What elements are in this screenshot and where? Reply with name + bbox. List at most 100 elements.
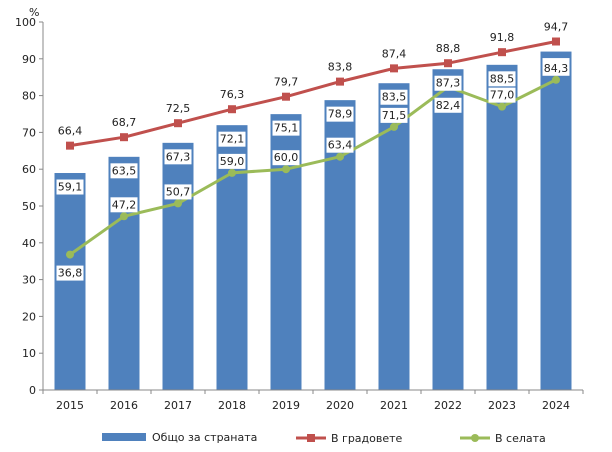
data-label: 82,4	[436, 99, 461, 112]
y-tick-label: 20	[22, 310, 36, 323]
data-label: 59,0	[220, 155, 245, 168]
y-tick-label: 90	[22, 53, 36, 66]
x-tick-label: 2017	[164, 399, 192, 412]
data-labels: 59,163,567,372,175,178,983,587,388,592,1…	[56, 21, 570, 281]
x-tick-label: 2019	[272, 399, 300, 412]
data-label: 68,7	[112, 116, 137, 129]
bar	[485, 63, 519, 391]
data-label: 71,5	[382, 109, 407, 122]
data-label: 88,8	[436, 42, 461, 55]
data-label-box	[56, 179, 84, 195]
line-point	[444, 59, 452, 68]
line-point	[282, 165, 290, 174]
bar-series	[53, 50, 573, 391]
line-point	[120, 212, 128, 221]
data-label: 78,9	[328, 108, 353, 121]
line-point	[66, 141, 74, 150]
bar	[431, 68, 465, 391]
data-label: 36,8	[58, 267, 83, 280]
data-label: 88,5	[490, 72, 515, 85]
data-label: 72,5	[166, 102, 191, 115]
x-tick-label: 2024	[542, 399, 570, 412]
data-label: 79,7	[274, 76, 299, 89]
legend-marker	[471, 434, 479, 442]
data-label: 77,0	[490, 89, 515, 102]
data-label: 63,5	[112, 164, 137, 177]
y-tick-label: 100	[15, 16, 36, 29]
data-label: 59,1	[58, 181, 83, 194]
line-point	[174, 119, 182, 128]
line-point	[174, 199, 182, 208]
bar	[53, 172, 87, 391]
data-label: 83,5	[382, 91, 407, 104]
line-point	[120, 133, 128, 142]
line-point	[390, 64, 398, 73]
line-point	[228, 105, 236, 114]
data-label-box	[272, 150, 300, 166]
data-label: 91,8	[490, 31, 515, 44]
data-label-box	[380, 89, 408, 105]
y-tick-label: 40	[22, 237, 36, 250]
data-label-box	[434, 75, 462, 91]
data-label: 75,1	[274, 122, 299, 135]
data-label-box	[488, 71, 516, 87]
data-label: 72,1	[220, 133, 245, 146]
data-label: 47,2	[112, 198, 137, 211]
legend-swatch	[102, 433, 146, 441]
legend-label: В селата	[495, 432, 546, 445]
bar	[161, 141, 195, 391]
data-label-box	[56, 265, 84, 281]
line-series-path	[69, 40, 557, 148]
y-tick-label: 80	[22, 90, 36, 103]
data-label-box	[218, 153, 246, 169]
y-tick-label: 30	[22, 274, 36, 287]
y-axis-unit: %	[29, 6, 39, 19]
bar	[107, 155, 141, 391]
legend: Общо за страната В градовете В селата	[102, 431, 546, 445]
data-label-box	[164, 149, 192, 165]
line-point	[282, 92, 290, 101]
data-label-box	[434, 97, 462, 113]
data-label: 66,4	[58, 125, 83, 138]
x-tick-label: 2023	[488, 399, 516, 412]
data-label: 87,3	[436, 77, 461, 90]
y-axis-ticks: 0 10 20 30 40 50 60 70 80 90 100	[15, 16, 43, 397]
line-point	[336, 152, 344, 161]
data-label: 50,7	[166, 185, 191, 198]
line-point	[552, 37, 560, 46]
data-label-box	[380, 107, 408, 123]
data-label-box	[326, 106, 354, 122]
data-label: 76,3	[220, 88, 245, 101]
x-tick-label: 2015	[56, 399, 84, 412]
line-series-path	[69, 78, 557, 256]
data-label-box	[488, 87, 516, 103]
data-label-box	[110, 197, 138, 213]
legend-label: Общо за страната	[152, 431, 257, 444]
line-point	[228, 168, 236, 177]
line-point	[498, 102, 506, 111]
x-tick-label: 2018	[218, 399, 246, 412]
data-label: 83,8	[328, 61, 353, 74]
data-label-box	[110, 163, 138, 179]
line-point	[552, 75, 560, 84]
legend-marker	[307, 434, 315, 442]
data-label-box	[542, 60, 570, 76]
data-label-box	[164, 184, 192, 200]
y-tick-label: 0	[29, 384, 36, 397]
y-tick-label: 10	[22, 347, 36, 360]
data-label-box	[272, 120, 300, 136]
x-axis-ticks: 2015 2016 2017 2018 2019 2020 2021 2022 2023 2024	[42, 390, 584, 412]
y-tick-label: 60	[22, 163, 36, 176]
legend-label: В градовете	[331, 432, 403, 445]
line-point	[66, 250, 74, 259]
x-tick-label: 2016	[110, 399, 138, 412]
data-label-box	[218, 131, 246, 147]
x-tick-label: 2022	[434, 399, 462, 412]
bar	[539, 50, 573, 391]
data-label: 87,4	[382, 47, 407, 60]
line-point	[336, 77, 344, 86]
data-label: 60,0	[274, 151, 299, 164]
y-tick-label: 50	[22, 200, 36, 213]
line-series	[66, 37, 560, 259]
